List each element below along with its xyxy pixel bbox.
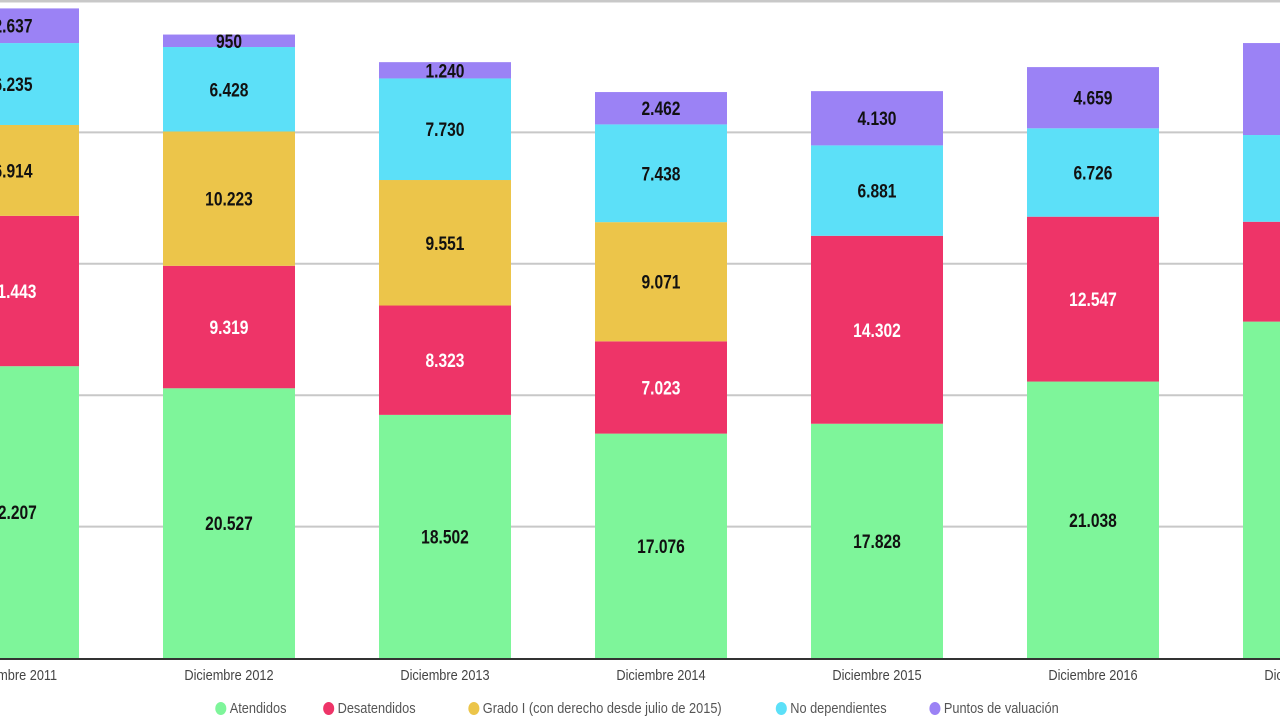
data-label: 8.323 — [426, 350, 465, 372]
bar-segment — [163, 131, 295, 266]
data-label: 4.130 — [858, 108, 897, 130]
data-label: 9.551 — [426, 232, 465, 254]
data-label: 6.235 — [0, 74, 33, 96]
data-label: 9.319 — [210, 317, 249, 339]
legend-label: Grado I (con derecho desde julio de 2015… — [482, 699, 722, 717]
data-label: 12.547 — [1069, 289, 1117, 311]
data-label: 4.659 — [1074, 87, 1113, 109]
x-tick-label: Diciembre 2013 — [400, 666, 489, 683]
bar-segment — [1027, 67, 1159, 129]
x-tick-label: Diciembre 2016 — [1048, 666, 1137, 683]
legend-swatch — [323, 701, 335, 715]
bar-segment — [1027, 381, 1159, 658]
data-label: 9.071 — [642, 271, 681, 293]
legend-label: Puntos de valuación — [944, 699, 1060, 717]
legend-swatch — [775, 701, 787, 715]
bar-segment — [379, 305, 511, 415]
data-label: 6.914 — [0, 160, 33, 182]
x-tick-label: Diciembre 2015 — [832, 666, 921, 683]
legend-swatch — [929, 701, 941, 715]
bar-segment — [595, 433, 727, 658]
x-tick-label: Diciembre 2017 — [1264, 666, 1280, 683]
bar-segment — [379, 414, 511, 658]
data-label: 2.637 — [0, 15, 32, 37]
legend-label: Atendidos — [230, 699, 287, 717]
data-label: 17.076 — [637, 535, 685, 557]
legend-item-no-dependientes: No dependientes — [775, 697, 887, 719]
legend-item-puntos-de-valuacion: Puntos de valuación — [929, 697, 1060, 719]
data-label: 14.302 — [853, 319, 901, 341]
legend-swatch — [215, 701, 227, 715]
data-label: 21.038 — [1069, 509, 1117, 531]
bar-segment — [379, 62, 511, 79]
legend-item-atendidos: Atendidos — [215, 697, 287, 719]
bar-segment — [163, 388, 295, 658]
bar-segment — [811, 145, 943, 236]
data-label: 950 — [216, 30, 242, 52]
x-tick-label: Diciembre 2012 — [184, 666, 273, 683]
bar-segment — [1243, 221, 1280, 322]
legend-item-desatendidos: Desatendidos — [323, 697, 416, 719]
bar-segment — [595, 124, 727, 223]
data-label: 7.023 — [642, 377, 681, 399]
legend-swatch — [468, 701, 480, 715]
x-tick-label: Diciembre 2011 — [0, 666, 57, 683]
bar-segment — [1243, 321, 1280, 658]
legend-label: Desatendidos — [337, 699, 416, 717]
data-label: 6.428 — [210, 79, 249, 101]
legend-item-grado-i: Grado I (con derecho desde julio de 2015… — [468, 697, 722, 719]
bar-segment — [1243, 43, 1280, 136]
bar-segment — [379, 180, 511, 306]
bar-segment — [595, 222, 727, 342]
data-label: 18.502 — [421, 526, 469, 548]
data-label: 10.223 — [205, 188, 253, 210]
bar-segment — [811, 423, 943, 658]
data-label: 6.726 — [1074, 162, 1113, 184]
data-label: 11.443 — [0, 281, 37, 303]
bar-segment — [163, 47, 295, 132]
legend-label: No dependientes — [790, 699, 887, 717]
data-label: 6.881 — [858, 180, 897, 202]
legend: Atendidos Desatendidos Grado I (con dere… — [0, 697, 1280, 719]
x-tick-label: Diciembre 2014 — [616, 666, 705, 683]
bar-segment — [379, 78, 511, 181]
bar-segment — [1027, 216, 1159, 382]
data-label: 1.240 — [426, 60, 465, 82]
bar-segment — [0, 43, 79, 125]
bar-segment — [595, 341, 727, 434]
data-label: 7.730 — [426, 119, 465, 141]
bar-segment — [1027, 128, 1159, 217]
bar-segment — [163, 265, 295, 389]
data-label: 17.828 — [853, 530, 901, 552]
bar-segment — [811, 91, 943, 146]
bar-segment — [1243, 135, 1280, 222]
data-label: 7.438 — [642, 163, 681, 185]
bar-segment — [0, 8, 79, 44]
bar-segment — [0, 366, 79, 658]
data-label: 2.462 — [642, 98, 681, 120]
bar-segment — [163, 34, 295, 48]
bar-segment — [595, 92, 727, 125]
bar-segment — [811, 235, 943, 424]
bar-segment — [0, 124, 79, 216]
bar-segment — [0, 215, 79, 367]
data-label: 22.207 — [0, 502, 37, 524]
data-label: 20.527 — [205, 513, 253, 535]
